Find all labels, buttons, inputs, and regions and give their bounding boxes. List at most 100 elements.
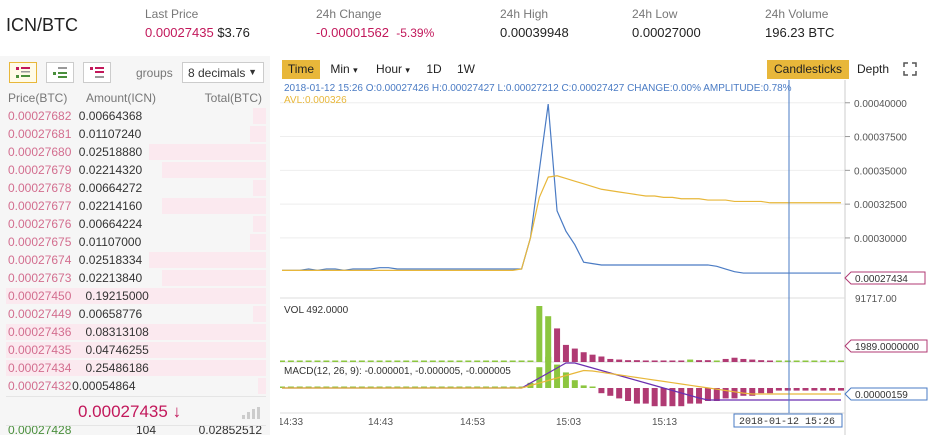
order-row[interactable]: 0.000274349290.25486186 [6, 359, 266, 377]
y-tick-label: 0.00032500 [854, 200, 907, 211]
order-row[interactable]: 0.00027675400.01107000 [6, 233, 266, 251]
macd-bar [740, 388, 747, 396]
bids-only-icon[interactable] [46, 62, 74, 83]
order-price: 0.00027680 [8, 145, 72, 159]
order-row[interactable]: 0.00027680910.02518880 [6, 143, 266, 161]
order-row[interactable]: 0.0002743220.00054864 [6, 377, 266, 395]
order-row[interactable]: 0.00027449240.00658776 [6, 305, 266, 323]
order-row[interactable]: 0.00027677800.02214160 [6, 197, 266, 215]
depth-bar [250, 126, 266, 142]
volume-bar [385, 360, 392, 362]
macd-bar [678, 388, 685, 407]
volume-bar [305, 360, 312, 362]
volume-bar [332, 360, 339, 362]
macd-bar [562, 372, 569, 388]
y-tick-label: 0.00040000 [854, 99, 907, 110]
last-price-row: 0.00027435 ↓ [6, 396, 266, 426]
macd-marker: 0.00000159 [844, 387, 928, 401]
col-price: Price(BTC) [8, 91, 68, 105]
depth-bar [253, 108, 266, 124]
order-row[interactable]: 0.00027681400.01107240 [6, 125, 266, 143]
depth-bar [253, 306, 266, 322]
volume-bar [456, 360, 463, 362]
macd-bar [323, 386, 330, 388]
order-total: 0.02213840 [78, 271, 143, 285]
order-total: 0.02518880 [78, 145, 143, 159]
volume-bar [616, 359, 623, 362]
macd-bar [829, 388, 836, 391]
volume-bar [554, 328, 561, 362]
avl-label: AVL:0.000326 [284, 95, 347, 106]
order-row[interactable]: 0.000274507000.19215000 [6, 287, 266, 305]
order-price: 0.00027449 [8, 307, 72, 321]
macd-bar [713, 388, 720, 401]
macd-bar [802, 388, 809, 391]
bid-row[interactable]: 0.00027428 104 0.02852512 [6, 426, 266, 436]
volume-value: 196.23 BTC [765, 25, 835, 40]
last-price-label: Last Price [145, 7, 199, 21]
order-row[interactable]: 0.00027673800.02213840 [6, 269, 266, 287]
macd-bar [349, 386, 356, 388]
tab-1w[interactable]: 1W [457, 62, 475, 76]
order-total: 0.00054864 [72, 379, 136, 393]
order-row[interactable]: 0.00027676240.00664224 [6, 215, 266, 233]
order-row[interactable]: 0.000274351730.04746255 [6, 341, 266, 359]
order-price: 0.00027682 [8, 109, 72, 123]
volume-stat: 24h Volume 196.23 BTC [765, 7, 834, 40]
tab-hour[interactable]: Hour ▾ [370, 60, 416, 79]
volume-bar [465, 360, 472, 362]
cursor-time-value: 2018-01-12 15:26 [739, 417, 835, 428]
bid-price: 0.00027428 [8, 426, 72, 436]
volume-bar [314, 360, 321, 362]
volume-bar [633, 360, 640, 362]
macd-bar [483, 386, 490, 388]
macd-bar [642, 388, 649, 404]
groups-label: groups [136, 66, 173, 80]
macd-bar [465, 386, 472, 388]
asks-only-icon[interactable] [83, 62, 111, 83]
order-price: 0.00027432 [8, 379, 72, 393]
decimals-select[interactable]: 8 decimals ▼ [182, 62, 264, 83]
price-chart[interactable]: 2018-01-12 15:26 O:0.00027426 H:0.000274… [280, 80, 933, 435]
depth-bar [162, 162, 266, 178]
order-total: 0.00664272 [78, 181, 143, 195]
order-total: 0.02518334 [78, 253, 143, 267]
depth-bar [149, 144, 266, 160]
order-row[interactable]: 0.00027678240.00664272 [6, 179, 266, 197]
volume-bar [820, 360, 827, 362]
order-total: 0.01107000 [78, 235, 142, 249]
macd-bar [696, 388, 703, 404]
order-row[interactable]: 0.000274363030.08313108 [6, 323, 266, 341]
tab-time[interactable]: Time [282, 60, 320, 79]
macd-bar [633, 388, 640, 404]
volume-label: 24h Volume [765, 7, 829, 21]
order-row[interactable]: 0.00027682240.00664368 [6, 107, 266, 125]
y-tick-label: 0.00035000 [854, 166, 907, 177]
x-tick-label: 14:33 [280, 417, 303, 428]
chart-panel: Time Min ▾ Hour ▾ 1D 1W Candlesticks Dep… [280, 58, 933, 435]
down-arrow-icon: ↓ [172, 402, 182, 421]
macd-bar [651, 388, 658, 407]
volume-bar [775, 360, 782, 362]
depth-button[interactable]: Depth [856, 62, 890, 76]
pair-title: ICN/BTC [6, 15, 78, 35]
macd-bar [793, 388, 800, 391]
fullscreen-icon[interactable] [903, 62, 917, 76]
macd-bar [660, 388, 667, 407]
order-total: 0.08313108 [85, 325, 149, 339]
candlesticks-button[interactable]: Candlesticks [767, 60, 849, 79]
depth-bar [6, 324, 266, 340]
macd-label: MACD(12, 26, 9): -0.000001, -0.000005, -… [284, 366, 511, 377]
depth-bar [6, 342, 266, 358]
macd-bar [589, 386, 596, 388]
high-stat: 24h High 0.00039948 [500, 7, 569, 40]
tab-min[interactable]: Min ▾ [324, 60, 364, 79]
volume-bar [545, 316, 552, 362]
both-sides-icon[interactable] [9, 62, 37, 83]
volume-bar [651, 360, 658, 362]
order-row[interactable]: 0.00027674910.02518334 [6, 251, 266, 269]
order-row[interactable]: 0.00027679800.02214320 [6, 161, 266, 179]
volume-bar [412, 360, 419, 362]
volume-bar [536, 306, 543, 362]
tab-1d[interactable]: 1D [426, 62, 442, 76]
